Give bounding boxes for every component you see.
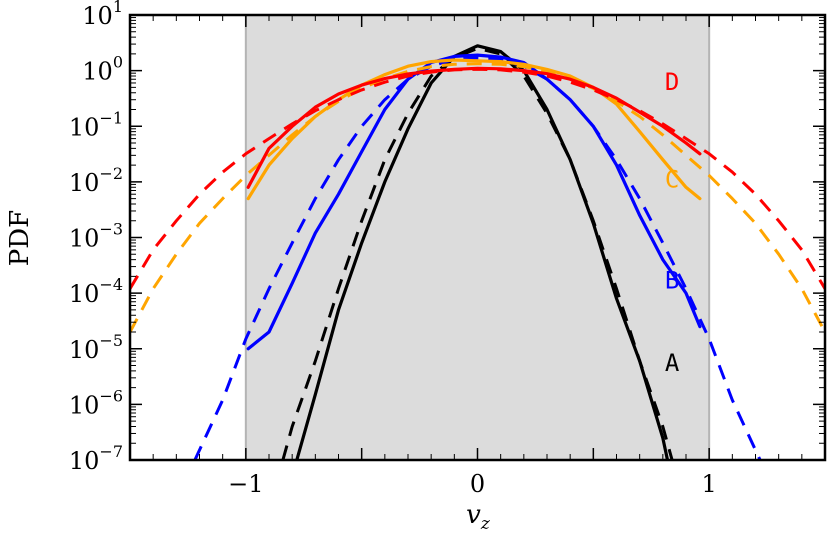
series-c-solid-line xyxy=(246,58,702,201)
series-b-dashed-line xyxy=(193,56,762,460)
y-tick-label-base: 10 xyxy=(69,225,100,253)
y-tick-label: 100 xyxy=(82,53,123,86)
y-tick-label-base: 10 xyxy=(69,113,100,141)
x-axis-title-subscript: z xyxy=(480,514,491,534)
y-tick-label-base: 10 xyxy=(82,2,113,30)
series-label-c: C xyxy=(665,165,679,193)
y-tick-label-base: 10 xyxy=(82,58,113,86)
series-b-solid-line xyxy=(246,53,702,351)
series-a-dashed-line xyxy=(281,47,674,460)
y-tick-label-exponent: −4 xyxy=(99,275,123,294)
series-label-b: B xyxy=(665,267,679,295)
x-tick-label: −1 xyxy=(228,470,263,498)
y-tick-label: 10−5 xyxy=(69,331,123,364)
y-tick-label: 10−4 xyxy=(69,275,123,308)
series-d-solid-line xyxy=(246,66,702,189)
y-tick-label-exponent: −1 xyxy=(99,108,123,127)
series-label-a: A xyxy=(665,349,680,377)
series-c-dashed-line xyxy=(130,62,825,333)
y-tick-label: 10−1 xyxy=(69,108,123,141)
y-tick-label: 10−3 xyxy=(69,220,123,253)
series-labels: A B C D xyxy=(665,68,680,377)
shaded-region xyxy=(245,15,710,460)
y-tick-label-base: 10 xyxy=(69,169,100,197)
y-tick-label-exponent: −6 xyxy=(99,386,123,405)
y-tick-label-exponent: −7 xyxy=(99,442,123,461)
plot-frame xyxy=(128,13,827,462)
y-tick-label: 10−6 xyxy=(69,386,123,419)
y-tick-label-exponent: −5 xyxy=(99,331,123,350)
y-tick-label: 10−7 xyxy=(69,442,123,475)
series-lines xyxy=(130,44,825,460)
y-tick-label-exponent: 1 xyxy=(113,0,123,16)
y-tick-label-base: 10 xyxy=(69,280,100,308)
y-tick-label-exponent: 0 xyxy=(113,53,123,72)
y-tick-label: 10−2 xyxy=(69,164,123,197)
x-tick-label: 1 xyxy=(702,470,717,498)
y-axis-title: PDF xyxy=(5,210,35,266)
x-tick-label: 0 xyxy=(470,470,485,498)
y-tick-label-base: 10 xyxy=(69,391,100,419)
y-tick-label: 101 xyxy=(82,0,123,30)
y-tick-label-exponent: −3 xyxy=(99,220,123,239)
x-tick-labels: −1 0 1 xyxy=(228,470,717,498)
x-axis-title-main: v xyxy=(466,500,481,530)
series-label-d: D xyxy=(665,68,679,96)
y-tick-label-base: 10 xyxy=(69,336,100,364)
x-axis-title: vz xyxy=(466,500,491,534)
series-a-solid-line xyxy=(295,44,670,460)
y-tick-label-exponent: −2 xyxy=(99,164,123,183)
y-tick-label-base: 10 xyxy=(69,447,100,475)
